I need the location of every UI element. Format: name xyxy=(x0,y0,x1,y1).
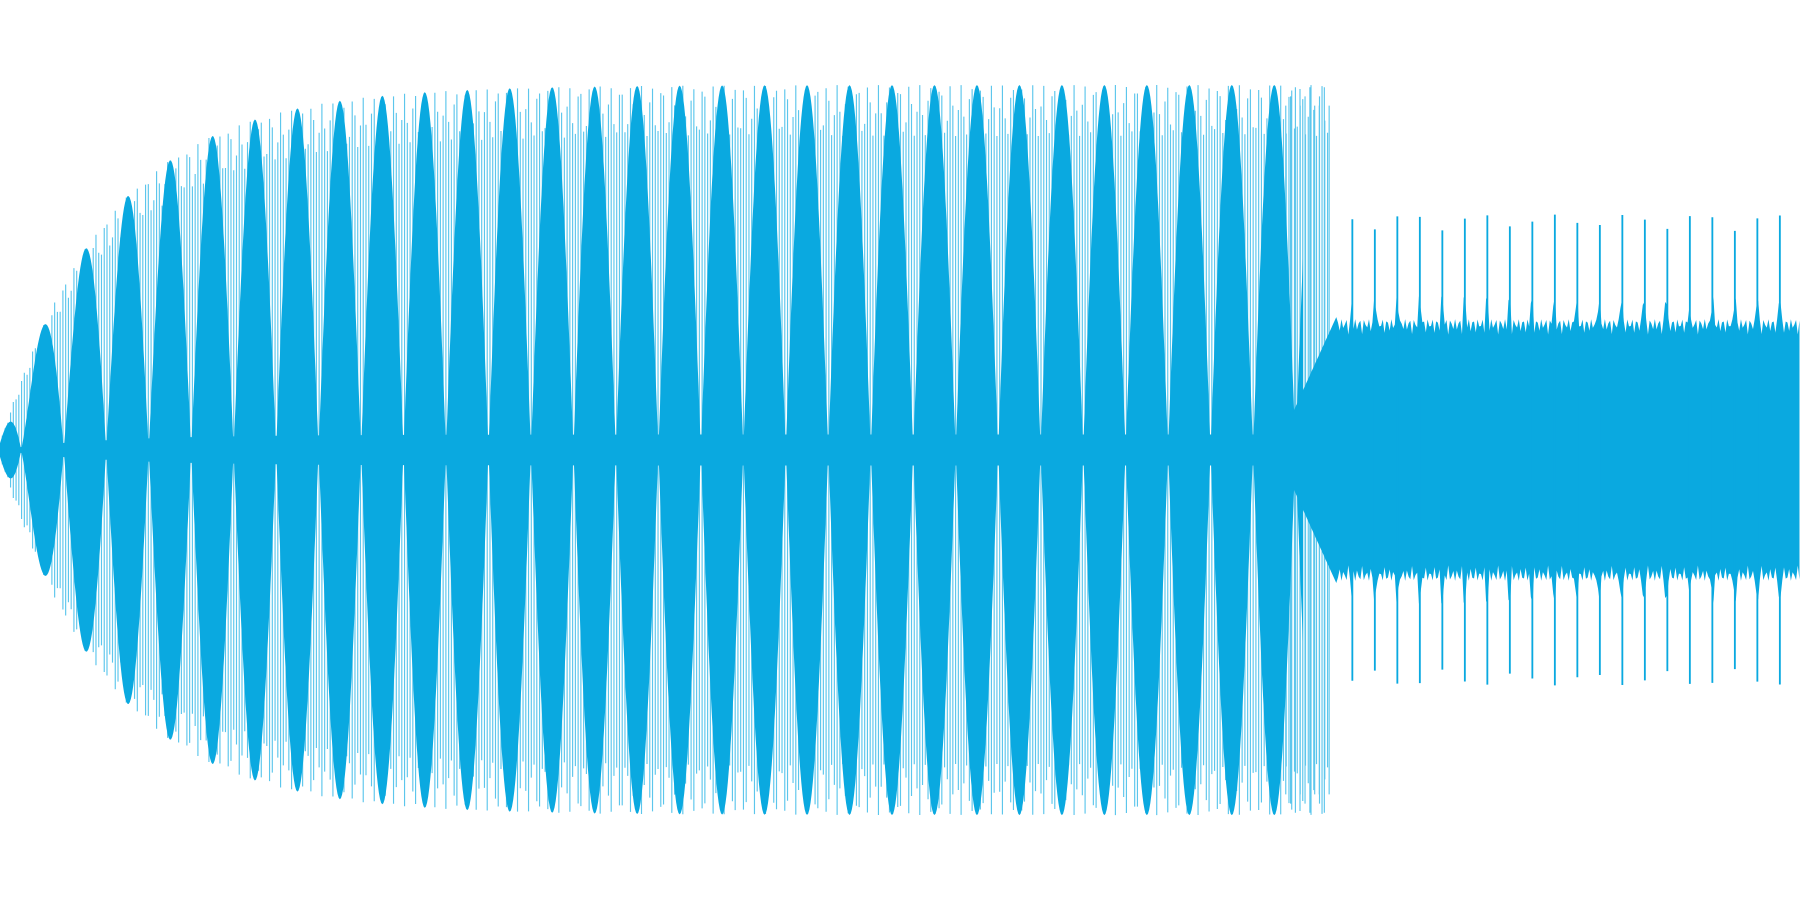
waveform-body xyxy=(0,84,1303,816)
waveform xyxy=(0,84,1800,816)
waveform-spikes xyxy=(1351,214,1781,686)
waveform-tail xyxy=(1291,296,1800,604)
